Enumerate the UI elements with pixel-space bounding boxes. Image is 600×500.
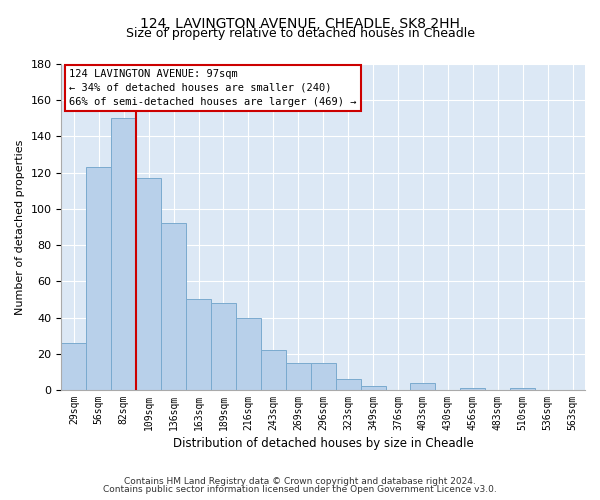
Bar (311, 363, 335, 390)
Y-axis label: Number of detached properties: Number of detached properties (15, 140, 25, 314)
Text: Contains HM Land Registry data © Crown copyright and database right 2024.: Contains HM Land Registry data © Crown c… (124, 477, 476, 486)
Bar (111, 118, 136, 390)
Text: Contains public sector information licensed under the Open Government Licence v3: Contains public sector information licen… (103, 486, 497, 494)
Bar (161, 224, 186, 390)
Bar (236, 318, 261, 390)
Bar (460, 388, 485, 390)
Bar (361, 386, 386, 390)
Text: Size of property relative to detached houses in Cheadle: Size of property relative to detached ho… (125, 28, 475, 40)
Bar (211, 303, 236, 390)
Bar (136, 178, 161, 390)
Bar (261, 350, 286, 390)
Bar (286, 363, 311, 390)
Bar (510, 388, 535, 390)
X-axis label: Distribution of detached houses by size in Cheadle: Distribution of detached houses by size … (173, 437, 473, 450)
Text: 124, LAVINGTON AVENUE, CHEADLE, SK8 2HH: 124, LAVINGTON AVENUE, CHEADLE, SK8 2HH (140, 18, 460, 32)
Bar (186, 300, 211, 390)
Bar (410, 382, 436, 390)
Bar (86, 167, 111, 390)
Text: 124 LAVINGTON AVENUE: 97sqm
← 34% of detached houses are smaller (240)
66% of se: 124 LAVINGTON AVENUE: 97sqm ← 34% of det… (69, 69, 357, 107)
Bar (335, 379, 361, 390)
Bar (61, 343, 86, 390)
